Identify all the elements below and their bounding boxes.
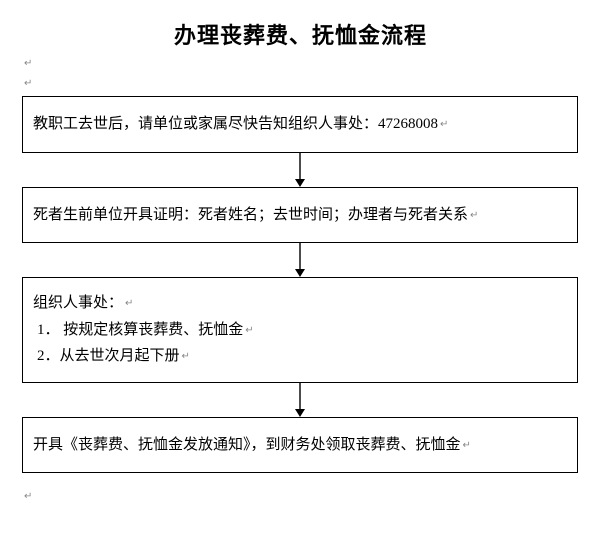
flow-node-hr-office: 组织人事处：↵ 1． 按规定核算丧葬费、抚恤金↵ 2．从去世次月起下册↵ [22,277,578,383]
paragraph-mark-icon: ↵ [440,119,448,130]
flow-node-text: 教职工去世后，请单位或家属尽快告知组织人事处：47268008 [33,116,438,132]
paragraph-mark-icon: ↵ [24,58,579,72]
flow-node-text: 组织人事处：↵ [33,292,567,315]
paragraph-mark-icon: ↵ [182,351,190,362]
flow-node-issue-notice: 开具《丧葬费、抚恤金发放通知》，到财务处领取丧葬费、抚恤金↵ [22,417,578,474]
flow-node-notify: 教职工去世后，请单位或家属尽快告知组织人事处：47268008↵ [22,96,578,153]
flow-node-line: 1． 按规定核算丧葬费、抚恤金 [37,322,243,338]
flow-node-line: 2．从去世次月起下册 [37,348,180,364]
flow-arrow [22,153,578,187]
paragraph-mark-icon: ↵ [125,298,133,309]
paragraph-mark-icon: ↵ [24,78,579,92]
flow-node-text: 开具《丧葬费、抚恤金发放通知》，到财务处领取丧葬费、抚恤金 [33,437,461,453]
paragraph-mark-icon: ↵ [24,491,579,502]
flow-node-line: 组织人事处： [33,295,123,311]
flow-arrow [22,243,578,277]
paragraph-mark-icon: ↵ [245,325,253,336]
flow-title: 办理丧葬费、抚恤金流程 [22,18,579,50]
flow-node-certificate: 死者生前单位开具证明：死者姓名；去世时间；办理者与死者关系↵ [22,187,578,244]
flow-node-text: 死者生前单位开具证明：死者姓名；去世时间；办理者与死者关系 [33,207,468,223]
flow-node-text: 2．从去世次月起下册↵ [33,345,567,368]
paragraph-mark-icon: ↵ [463,440,471,451]
page-container: 办理丧葬费、抚恤金流程 ↵ ↵ 教职工去世后，请单位或家属尽快告知组织人事处：4… [0,0,601,522]
flow-arrow [22,383,578,417]
flow-node-text: 1． 按规定核算丧葬费、抚恤金↵ [33,319,567,342]
paragraph-mark-icon: ↵ [470,210,478,221]
